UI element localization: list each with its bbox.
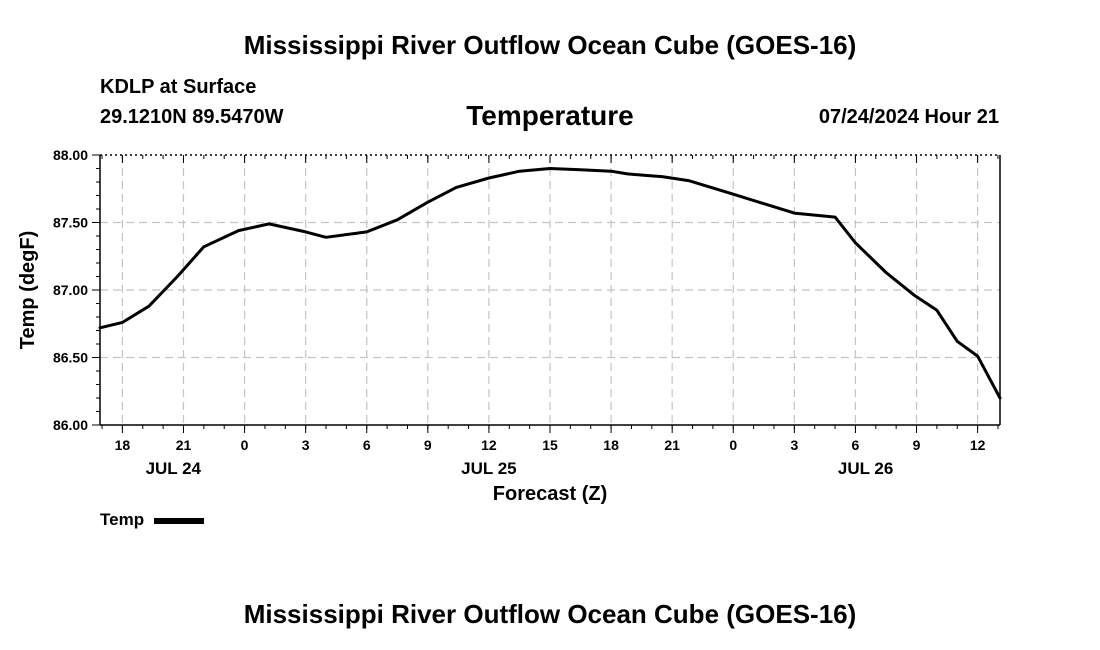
y-tick-label: 86.00 <box>53 417 88 433</box>
legend-label: Temp <box>100 510 145 529</box>
footer-title: Mississippi River Outflow Ocean Cube (GO… <box>243 599 857 629</box>
main-title: Mississippi River Outflow Ocean Cube (GO… <box>243 30 857 60</box>
x-axis-label: Forecast (Z) <box>493 483 607 505</box>
valid-time: 07/24/2024 Hour 21 <box>818 106 999 128</box>
x-tick-label: 21 <box>664 437 680 453</box>
x-tick-label: 0 <box>241 437 249 453</box>
y-tick-label: 87.50 <box>53 215 88 231</box>
x-tick-label: 0 <box>729 437 737 453</box>
x-tick-label: 6 <box>363 437 371 453</box>
series-line-temp <box>98 167 1002 400</box>
x-tick-label: 21 <box>176 437 192 453</box>
y-tick-label: 87.00 <box>53 282 88 298</box>
date-label: JUL 26 <box>838 459 893 478</box>
legend: Temp <box>100 510 205 530</box>
x-tick-label: 18 <box>603 437 619 453</box>
date-label: JUL 25 <box>461 459 516 478</box>
legend-swatch <box>154 518 205 524</box>
y-tick-label: 86.50 <box>53 350 88 366</box>
x-tick-label: 9 <box>424 437 432 453</box>
y-axis-label: Temp (degF) <box>17 231 39 350</box>
x-tick-label: 6 <box>852 437 860 453</box>
x-tick-label: 3 <box>302 437 310 453</box>
x-tick-label: 3 <box>790 437 798 453</box>
x-tick-label: 12 <box>481 437 497 453</box>
date-label: JUL 24 <box>146 459 202 478</box>
x-tick-label: 12 <box>970 437 986 453</box>
x-tick-label: 9 <box>913 437 921 453</box>
chart-title: Temperature <box>466 100 634 131</box>
y-tick-label: 88.00 <box>53 147 88 163</box>
x-tick-label: 15 <box>542 437 558 453</box>
station-label: KDLP at Surface <box>100 76 257 98</box>
x-tick-label: 18 <box>115 437 131 453</box>
station-coordinates: 29.1210N 89.5470W <box>100 106 284 128</box>
